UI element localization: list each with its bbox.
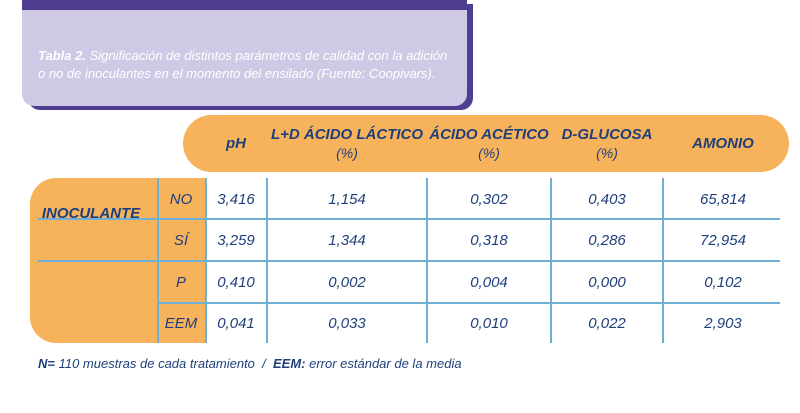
column-header-acido-lactico: L+D ÁCIDO LÁCTICO (%) <box>267 115 427 172</box>
table-cell: 72,954 <box>700 231 746 249</box>
table-cell: 0,002 <box>328 273 366 291</box>
caption-line-1: Significación de distintos parámetros de… <box>89 48 448 63</box>
row-label-si: SÍ <box>173 231 189 249</box>
grid-line <box>157 302 780 304</box>
table-cell: 0,286 <box>588 231 626 249</box>
caption-label: Tabla 2. <box>38 48 86 63</box>
column-header-acido-acetico: ÁCIDO ACÉTICO (%) <box>427 115 551 172</box>
footnote-separator: / <box>254 356 273 371</box>
footnote-n-text: 110 muestras de cada tratamiento <box>54 356 255 371</box>
table-cell: 65,814 <box>700 190 746 208</box>
column-header-ph: pH <box>205 115 267 172</box>
column-header-label: ÁCIDO ACÉTICO <box>429 125 549 143</box>
table-cell: 0,302 <box>470 190 508 208</box>
column-header-unit: (%) <box>596 144 618 161</box>
grid-line <box>662 178 664 343</box>
table-cell: 0,000 <box>588 273 626 291</box>
footnote-eem-label: EEM: <box>272 356 306 371</box>
column-header-label: L+D ÁCIDO LÁCTICO <box>270 125 424 143</box>
header-background <box>183 115 789 172</box>
table-cell: 0,041 <box>217 314 255 332</box>
table-caption: Tabla 2. Significación de distintos pará… <box>38 47 458 83</box>
table-cell: 0,033 <box>328 314 366 332</box>
grid-line <box>38 260 780 262</box>
table-cell: 3,259 <box>217 231 255 249</box>
column-header-label: pH <box>226 134 246 152</box>
row-label-no: NO <box>169 190 193 208</box>
footnote-n-label: N= <box>38 356 55 371</box>
table-cell: 3,416 <box>217 190 255 208</box>
footnote-eem-text: error estándar de la media <box>305 356 462 371</box>
table-footnote: N= 110 muestras de cada tratamiento / EE… <box>38 356 462 371</box>
column-header-unit: (%) <box>336 144 358 161</box>
column-header-label: D-GLUCOSA <box>561 125 653 143</box>
table-caption-card: Tabla 2. Significación de distintos pará… <box>22 0 467 106</box>
grid-line <box>38 218 780 220</box>
table-cell: 0,010 <box>470 314 508 332</box>
column-header-amonio: AMONIO <box>663 115 783 172</box>
row-label-eem: EEM <box>164 314 198 332</box>
grid-line <box>157 178 159 343</box>
grid-line <box>205 178 207 343</box>
table-cell: 0,004 <box>470 273 508 291</box>
caption-line-2: o no de inoculantes en el momento del en… <box>38 66 436 81</box>
table-cell: 1,154 <box>328 190 366 208</box>
column-header-d-glucosa: D-GLUCOSA (%) <box>551 115 663 172</box>
grid-line <box>266 178 268 343</box>
table-cell: 2,903 <box>704 314 742 332</box>
table-cell: 1,344 <box>328 231 366 249</box>
table-cell: 0,022 <box>588 314 626 332</box>
caption-top-bar <box>22 0 467 10</box>
table-cell: 0,102 <box>704 273 742 291</box>
grid-line <box>550 178 552 343</box>
table-cell: 0,318 <box>470 231 508 249</box>
column-header-unit: (%) <box>478 144 500 161</box>
column-header-label: AMONIO <box>692 134 754 152</box>
grid-line <box>426 178 428 343</box>
group-label-inoculante: INOCULANTE <box>41 205 141 222</box>
table-cell: 0,410 <box>217 273 255 291</box>
row-label-p: P <box>175 273 186 291</box>
table-cell: 0,403 <box>588 190 626 208</box>
